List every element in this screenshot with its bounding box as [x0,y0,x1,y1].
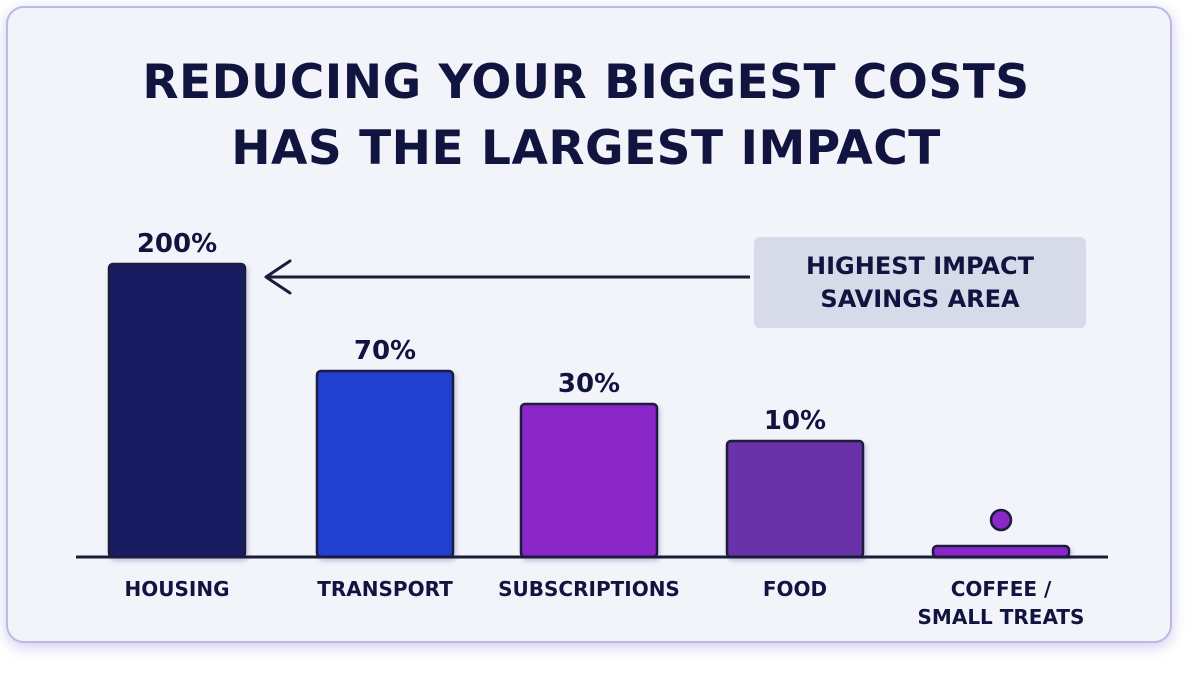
chart-title: REDUCING YOUR BIGGEST COSTS HAS THE LARG… [0,50,1172,182]
title-line-1: REDUCING YOUR BIGGEST COSTS [142,55,1030,110]
bar-4 [725,439,865,559]
title-line-2: HAS THE LARGEST IMPACT [231,121,941,176]
bar-3 [519,402,659,559]
category-label-2: TRANSPORT [317,577,453,601]
value-label-4: 10% [764,406,826,436]
bar-2 [315,369,455,559]
category-label-3: SUBSCRIPTIONS [498,577,680,601]
value-label-2: 70% [354,336,416,366]
small-treats-marker [989,508,1013,532]
annotation-arrow [264,259,750,295]
bar-5 [931,544,1071,559]
category-label-5-line-2: SMALL TREATS [918,605,1085,629]
value-label-3: 30% [558,369,620,399]
callout-line-1: HIGHEST IMPACT [806,251,1034,280]
value-label-1: 200% [137,229,217,259]
highest-impact-callout: HIGHEST IMPACT SAVINGS AREA [754,237,1086,328]
category-label-4: FOOD [763,577,827,601]
category-label-5-line-1: COFFEE / [951,577,1052,601]
callout-line-2: SAVINGS AREA [820,284,1020,313]
category-label-1: HOUSING [125,577,230,601]
bar-1 [107,262,247,559]
arrow-head [264,259,292,295]
